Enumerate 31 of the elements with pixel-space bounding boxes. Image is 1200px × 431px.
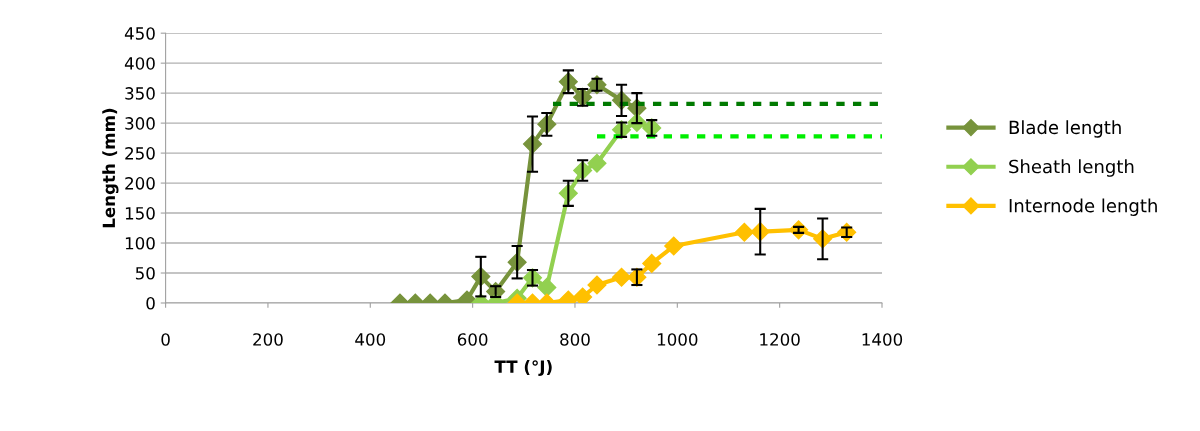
x-tick-label: 1200 [760,333,800,346]
legend-label: Blade length [1009,120,1121,138]
point [587,275,607,295]
legend-label: Sheath length [1009,159,1134,177]
point [612,267,632,287]
y-tick-label: 350 [125,87,155,100]
x-tick-label: 1400 [862,333,903,346]
point [573,287,593,303]
y-tick-label: 400 [124,57,155,70]
y-tick-label: 50 [135,266,155,280]
x-tick-label: 800 [560,333,590,346]
x-tick-label: 400 [355,333,386,346]
x-axis-title: TT (°J) [494,360,552,377]
y-tick-label: 450 [124,27,155,40]
x-tick-label: 600 [457,333,488,346]
point [642,253,662,273]
x-tick-label: 0 [161,333,170,346]
point [587,153,607,173]
point [664,236,684,256]
y-tick-label: 100 [125,237,155,250]
point [537,277,557,297]
x-tick-label: 1000 [657,333,698,346]
y-tick-label: 300 [125,117,155,130]
y-tick-label: 250 [125,147,155,160]
point [734,222,754,242]
y-tick-label: 150 [125,207,155,220]
x-tick-label: 200 [253,333,283,346]
y-axis-title: Length (mm) [102,108,119,228]
legend-label: Internode length [1009,198,1157,216]
y-tick-label: 0 [146,296,155,310]
y-tick-label: 200 [125,177,155,190]
